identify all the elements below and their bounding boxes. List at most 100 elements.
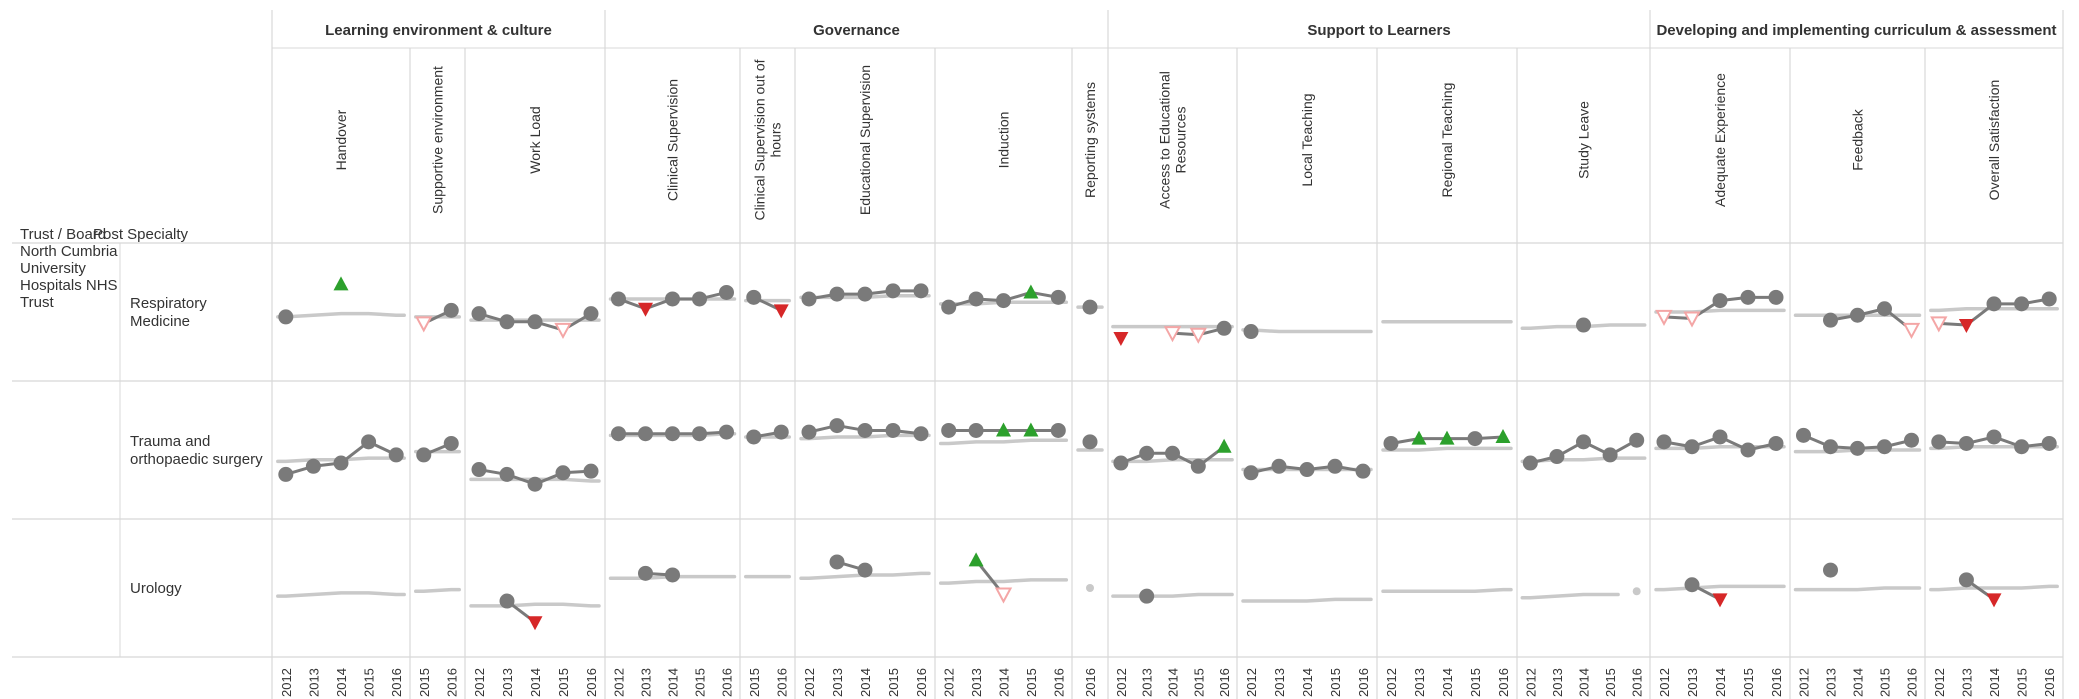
data-point xyxy=(1768,289,1784,305)
year-tick-label: 2015 xyxy=(886,668,901,697)
data-point xyxy=(913,283,929,299)
data-point xyxy=(829,554,845,570)
column-title: Work Load xyxy=(527,106,543,173)
data-point xyxy=(665,291,680,307)
data-point-below-light xyxy=(1163,326,1182,343)
row-label: Medicine xyxy=(130,313,190,330)
grid-lines xyxy=(12,10,2064,699)
benchmark-line xyxy=(414,587,461,594)
data-point xyxy=(1327,458,1343,474)
data-point xyxy=(1712,429,1728,445)
year-tick-label: 2016 xyxy=(1905,668,1920,697)
benchmark-line xyxy=(276,311,406,319)
year-tick-label: 2013 xyxy=(1824,668,1839,697)
benchmark-line xyxy=(1111,592,1234,598)
data-point xyxy=(857,562,873,578)
year-tick-label: 2013 xyxy=(830,668,845,697)
column-headers: Learning environment & culture Governance… xyxy=(325,22,2056,221)
column-title: Educational Supervision xyxy=(857,65,873,215)
data-point xyxy=(746,429,762,445)
benchmark-line xyxy=(1793,586,1922,592)
year-tick-label: 2016 xyxy=(2042,668,2057,697)
trust-name-line: Trust xyxy=(20,294,54,311)
year-tick-label: 2013 xyxy=(500,668,515,697)
data-point xyxy=(829,286,845,302)
year-tick-label: 2012 xyxy=(1523,668,1538,697)
year-tick-label: 2013 xyxy=(1959,668,1974,697)
column-title: Induction xyxy=(996,112,1012,169)
data-point xyxy=(1684,577,1700,593)
data-point xyxy=(1082,434,1098,450)
data-point xyxy=(278,466,294,482)
data-point xyxy=(1740,289,1756,305)
data-point xyxy=(801,424,817,440)
column-title: Feedback xyxy=(1850,108,1866,170)
data-point xyxy=(1986,429,2002,445)
data-point xyxy=(801,291,817,307)
data-point xyxy=(719,424,734,440)
benchmark-line xyxy=(1654,584,1786,592)
data-point xyxy=(2014,439,2030,455)
data-point-below-light xyxy=(554,322,572,340)
data-point xyxy=(499,466,515,482)
data-point-below xyxy=(1113,332,1129,347)
group-title: Developing and implementing curriculum &… xyxy=(1656,22,2056,39)
year-tick-label: 2015 xyxy=(747,668,762,697)
data-point xyxy=(1467,431,1483,447)
year-tick-label: 2015 xyxy=(1024,668,1039,697)
data-point xyxy=(857,286,873,302)
data-point xyxy=(1243,324,1259,340)
year-tick-label: 2014 xyxy=(1713,668,1728,697)
year-tick-label: 2015 xyxy=(1328,668,1343,697)
trust-name-line: North Cumbria xyxy=(20,243,118,260)
data-point xyxy=(1850,440,1865,456)
row-label: Respiratory xyxy=(130,295,207,312)
year-tick-label: 2016 xyxy=(720,668,735,697)
data-point xyxy=(1768,435,1784,451)
data-point xyxy=(527,314,543,330)
year-tick-label: 2015 xyxy=(2015,668,2030,697)
benchmark-line xyxy=(1381,587,1513,594)
data-point xyxy=(1958,435,1974,451)
year-tick-label: 2016 xyxy=(1769,668,1784,697)
data-point xyxy=(1522,455,1538,471)
data-point-below xyxy=(773,304,789,319)
data-point xyxy=(692,426,707,442)
year-tick-label: 2012 xyxy=(802,668,817,697)
data-point xyxy=(1931,434,1947,450)
column-title: Clinical Supervision out of xyxy=(752,59,768,220)
data-point xyxy=(1904,432,1919,448)
data-point xyxy=(278,309,294,325)
data-point-below xyxy=(1958,319,1974,334)
data-point xyxy=(1602,447,1618,463)
data-point xyxy=(1796,427,1811,443)
data-point xyxy=(968,422,984,438)
column-title: Handover xyxy=(333,109,349,170)
year-tick-label: 2012 xyxy=(1114,668,1129,697)
data-point-below-light xyxy=(415,316,433,333)
benchmark-line xyxy=(938,438,1069,446)
year-tick-label: 2016 xyxy=(584,668,599,697)
year-tick-label: 2013 xyxy=(306,668,321,697)
data-point xyxy=(1383,435,1399,451)
data-point-above xyxy=(968,552,984,567)
data-point xyxy=(1684,439,1700,455)
column-title: Reporting systems xyxy=(1082,82,1098,198)
data-point xyxy=(1216,320,1232,336)
year-tick-label: 2013 xyxy=(1412,668,1427,697)
row-label: Urology xyxy=(130,580,182,597)
data-point xyxy=(1823,312,1838,328)
data-point xyxy=(913,426,929,442)
year-tick-label: 2012 xyxy=(1244,668,1259,697)
data-point xyxy=(692,291,707,307)
data-point xyxy=(941,299,957,315)
year-tick-label: 2015 xyxy=(417,668,432,697)
benchmark-line xyxy=(1241,328,1373,334)
year-tick-label: 2014 xyxy=(528,668,543,697)
data-point xyxy=(443,435,459,451)
year-tick-label: 2013 xyxy=(1550,668,1565,697)
year-tick-label: 2016 xyxy=(1630,668,1645,697)
year-tick-label: 2013 xyxy=(1272,668,1287,697)
year-tick-label: 2013 xyxy=(1140,668,1155,697)
